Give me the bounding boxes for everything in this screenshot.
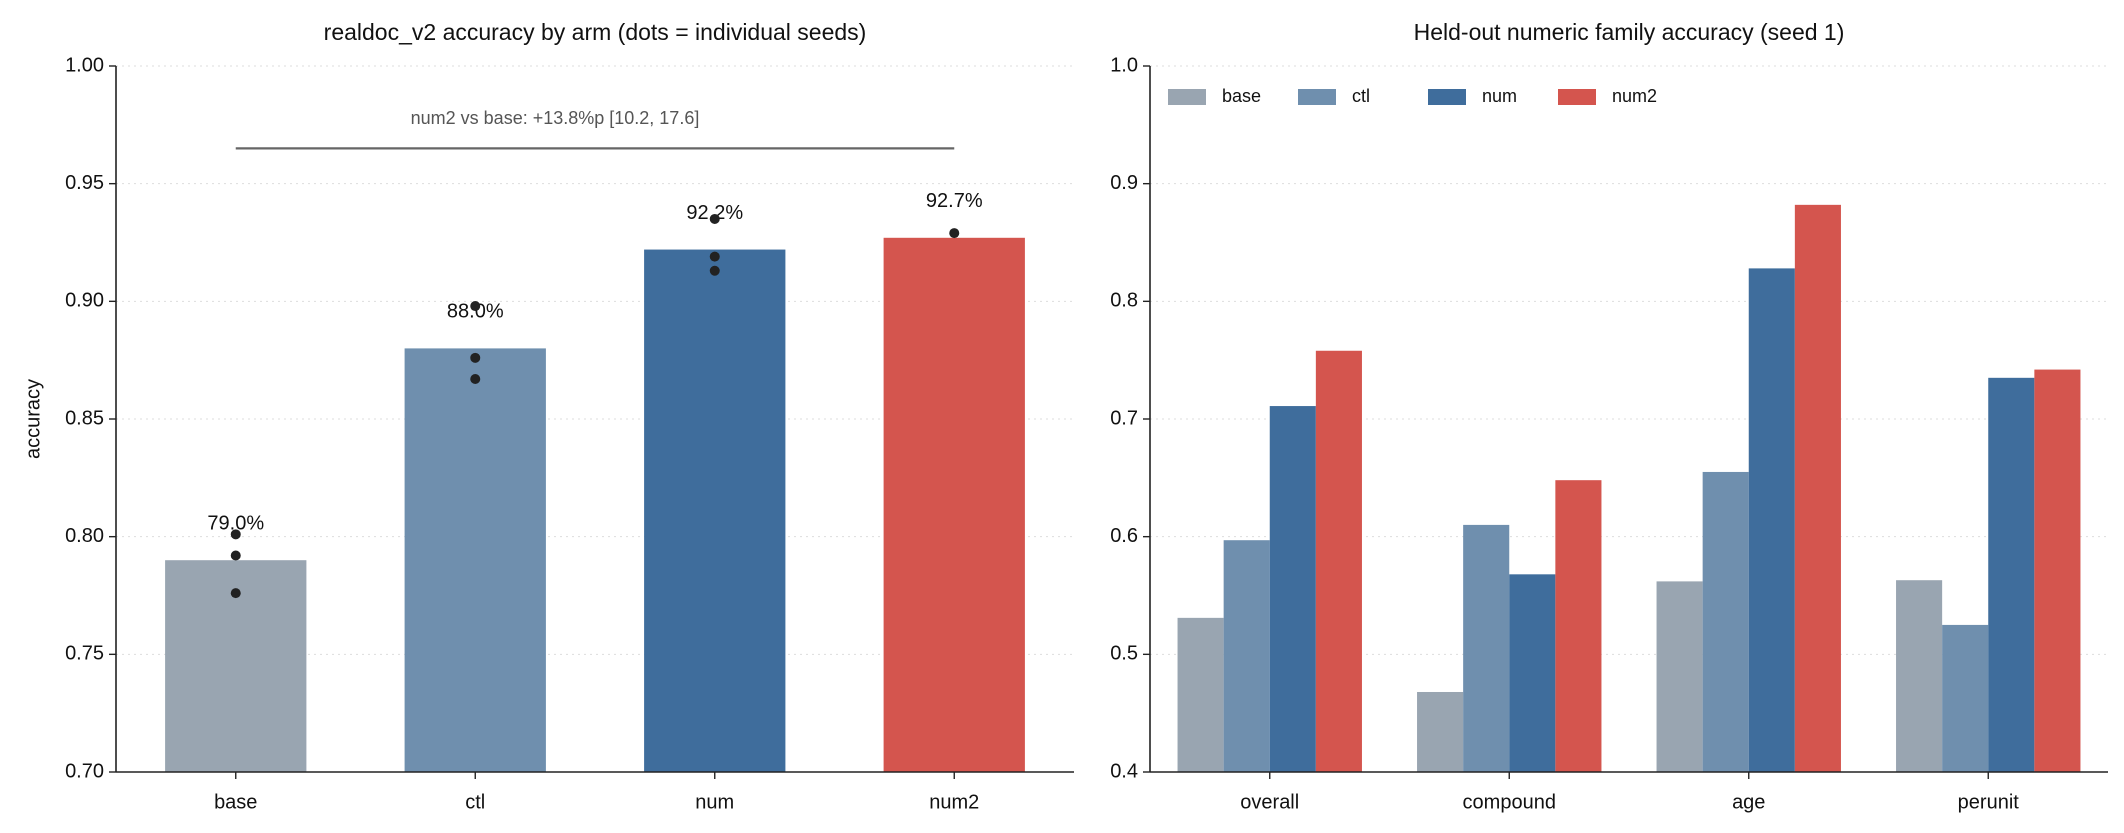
bar xyxy=(1794,204,1841,772)
chart-title: realdoc_v2 accuracy by arm (dots = indiv… xyxy=(324,19,867,45)
legend-label: base xyxy=(1222,86,1261,106)
legend-label: ctl xyxy=(1352,86,1370,106)
seed-dot xyxy=(470,352,481,363)
y-axis-label: accuracy xyxy=(22,379,44,459)
x-tick-label: ctl xyxy=(465,791,485,813)
y-tick-label: 0.85 xyxy=(65,407,104,429)
bar xyxy=(883,237,1025,772)
y-tick-label: 0.5 xyxy=(1110,643,1138,665)
seed-dot xyxy=(230,588,241,599)
x-tick-label: age xyxy=(1732,791,1765,813)
y-tick-label: 0.75 xyxy=(65,643,104,665)
bar xyxy=(1896,580,1943,772)
x-tick-label: base xyxy=(214,791,257,813)
chart-title: Held-out numeric family accuracy (seed 1… xyxy=(1414,19,1845,45)
seed-dot xyxy=(709,265,720,276)
x-tick-label: overall xyxy=(1240,791,1299,813)
bar xyxy=(1315,350,1362,772)
seed-dot xyxy=(709,251,720,262)
y-tick-label: 0.4 xyxy=(1110,760,1138,782)
x-tick-label: num xyxy=(695,791,734,813)
legend-label: num xyxy=(1482,86,1517,106)
legend-swatch xyxy=(1168,89,1206,105)
y-tick-label: 0.8 xyxy=(1110,290,1138,312)
y-tick-label: 0.80 xyxy=(65,525,104,547)
y-tick-label: 0.6 xyxy=(1110,525,1138,547)
seed-dot xyxy=(470,301,481,312)
y-tick-label: 0.95 xyxy=(65,172,104,194)
seed-dot xyxy=(230,529,241,540)
bar xyxy=(404,348,546,772)
value-label: 79.0% xyxy=(207,512,264,534)
y-tick-label: 0.9 xyxy=(1110,172,1138,194)
value-label: 88.0% xyxy=(447,301,504,323)
x-tick-label: compound xyxy=(1463,791,1556,813)
seed-dot xyxy=(949,228,960,239)
value-label: 92.7% xyxy=(926,190,983,212)
y-tick-label: 0.90 xyxy=(65,290,104,312)
legend-label: num2 xyxy=(1612,86,1657,106)
bar xyxy=(1417,691,1464,772)
value-label: 92.2% xyxy=(686,202,743,224)
bar xyxy=(1988,377,2035,772)
y-tick-label: 0.7 xyxy=(1110,407,1138,429)
x-tick-label: num2 xyxy=(929,791,979,813)
y-tick-label: 0.70 xyxy=(65,760,104,782)
bar xyxy=(1223,540,1270,772)
seed-dot xyxy=(470,373,481,384)
bar xyxy=(1702,471,1749,772)
bar xyxy=(1509,574,1556,772)
bar xyxy=(1177,617,1224,772)
legend-swatch xyxy=(1428,89,1466,105)
seed-dot xyxy=(709,213,720,224)
bar xyxy=(1269,406,1316,772)
legend-swatch xyxy=(1298,89,1336,105)
bar xyxy=(1555,480,1602,772)
bar xyxy=(644,249,786,772)
annotation: num2 vs base: +13.8%p [10.2, 17.6] xyxy=(411,108,700,128)
x-tick-label: perunit xyxy=(1958,791,2020,813)
seed-dot xyxy=(230,550,241,561)
y-tick-label: 1.0 xyxy=(1110,54,1138,76)
y-tick-label: 1.00 xyxy=(65,54,104,76)
bar xyxy=(1463,524,1510,772)
bar xyxy=(1942,624,1989,772)
bar xyxy=(1656,581,1703,772)
legend-swatch xyxy=(1558,89,1596,105)
bar xyxy=(1748,268,1795,772)
bar xyxy=(2034,369,2081,772)
